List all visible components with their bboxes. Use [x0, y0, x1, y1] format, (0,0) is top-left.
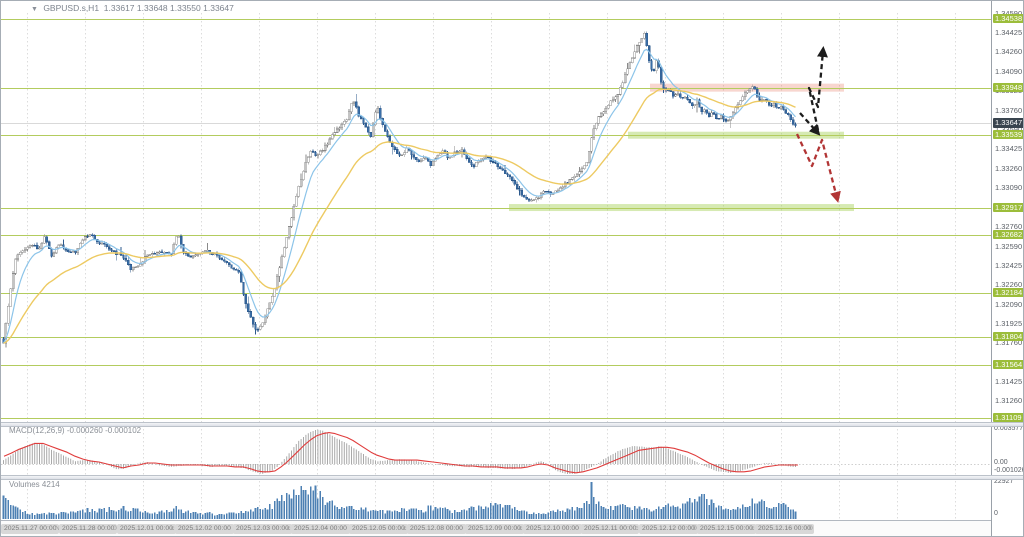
price-tick: 1.31425 [995, 377, 1023, 386]
price-tick: 1.34260 [995, 47, 1023, 56]
sr-zones [509, 83, 854, 212]
price-tick: 1.31925 [995, 319, 1023, 328]
date-label-fragment: 0 [693, 525, 697, 532]
date-label: 2025.11.27 00:00 [1, 524, 60, 534]
price-tick: 1.32590 [995, 242, 1023, 251]
price-tick: 1.33260 [995, 164, 1023, 173]
macd-value-2: -0.000102 [105, 426, 142, 435]
ohlc-open: 1.33617 [103, 3, 135, 13]
price-tick: 1.33590 [995, 125, 1022, 134]
date-label: 2025.12.11 00:00 [581, 524, 640, 534]
date-label: 2025.12.05 00:00 [349, 524, 408, 534]
symbol-period-label: GBPUSD.s,H1 [43, 3, 100, 13]
level-price-tag: 1.32917 [993, 203, 1023, 212]
level-price-tag: 1.31109 [993, 413, 1023, 422]
candles [2, 31, 797, 348]
level-price-tag: 1.31564 [993, 360, 1023, 369]
date-label: 2025.11.28 00:00 [59, 524, 118, 534]
date-label: 2025.12.10 00:00 [523, 524, 582, 534]
price-chart-canvas[interactable] [1, 1, 991, 537]
level-price-tag: 1.31804 [993, 332, 1023, 341]
date-label: 2025.12.15 00:00 [697, 524, 756, 534]
level-price-tag: 1.32184 [993, 288, 1023, 297]
chart-title: ▼ GBPUSD.s,H1 1.33617 1.33648 1.33550 1.… [31, 3, 234, 13]
volumes-indicator-label: Volumes 4214 [9, 480, 60, 489]
date-label: 2025.12.12 00:00 [639, 524, 698, 534]
macd-value-1: -0.000260 [66, 426, 103, 435]
date-label: 2025.12.04 00:00 [291, 524, 350, 534]
volumes-value: 4214 [41, 480, 60, 489]
ohlc-close: 1.33647 [203, 3, 234, 13]
price-tick: 1.34425 [995, 28, 1023, 37]
level-price-tag: 1.34538 [993, 14, 1023, 23]
panel-divider-macd[interactable] [1, 422, 1023, 427]
panel-divider-volumes[interactable] [1, 475, 1023, 480]
zone-support [509, 204, 854, 212]
current-price-tag: 1.33647 [993, 118, 1023, 128]
ohlc-low: 1.33550 [170, 3, 201, 13]
price-axis[interactable]: 1.345901.344251.342601.340901.339251.337… [991, 1, 1024, 536]
date-label: 2025.12.02 00:00 [175, 524, 234, 534]
bullish-scenario-arrow [807, 46, 828, 131]
price-tick: 1.32760 [995, 222, 1023, 231]
macd-axis-zero: 0.00 [994, 459, 1008, 466]
ma-slow-line [3, 88, 796, 344]
chart-dropdown-icon[interactable]: ▼ [31, 6, 38, 13]
zone-resistance [650, 83, 844, 92]
date-label-fragment: c [751, 525, 755, 532]
date-label: 2025.12.01 00:00 [117, 524, 176, 534]
forecast-arrows [795, 46, 841, 203]
price-tick: 1.33760 [995, 106, 1023, 115]
date-label-fragment: c [635, 525, 639, 532]
date-label: 2025.12.16 00:00 [755, 524, 814, 534]
date-label: 2025.12.08 00:00 [407, 524, 466, 534]
volume-axis-zero: 0 [994, 510, 998, 517]
bullish-scenario-arrow [799, 112, 821, 136]
time-axis[interactable]: 2025.11.27 00:00Nov2025.11.28 00:0002025… [1, 520, 991, 536]
macd-signal-line [3, 432, 798, 474]
volumes-name: Volumes [9, 480, 40, 489]
date-label-fragment: 0 [809, 525, 813, 532]
date-label-fragment: 0 [113, 525, 117, 532]
volume-histogram [2, 482, 797, 519]
macd-axis-max: 0.003577 [994, 425, 1024, 432]
macd-histogram [3, 429, 796, 474]
bearish-scenario-arrow [795, 133, 841, 203]
level-price-tag: 1.33948 [993, 83, 1023, 92]
ma-fast-line [2, 48, 796, 344]
level-lines [1, 19, 991, 419]
ohlc-high: 1.33648 [136, 3, 168, 13]
date-label: 2025.12.03 00:00 [233, 524, 292, 534]
date-label: 2025.12.09 00:00 [465, 524, 524, 534]
macd-indicator-label: MACD(12,26,9) -0.000260 -0.000102 [9, 426, 141, 435]
price-tick: 1.32090 [995, 300, 1023, 309]
level-price-tag: 1.32682 [993, 230, 1023, 239]
price-tick: 1.34090 [995, 67, 1023, 76]
price-tick: 1.33090 [995, 183, 1023, 192]
price-tick: 1.32260 [995, 280, 1023, 289]
volume-axis-max: 22927 [994, 478, 1014, 485]
price-tick: 1.34590 [995, 9, 1022, 18]
price-tick: 1.33425 [995, 144, 1023, 153]
macd-axis-min: -0.001026 [994, 467, 1024, 474]
price-tick: 1.31260 [995, 396, 1023, 405]
level-price-tag: 1.33539 [993, 130, 1023, 139]
grid-lines [27, 13, 956, 520]
price-tick: 1.32425 [995, 261, 1023, 270]
price-tick: 1.31760 [995, 338, 1023, 347]
macd-name: MACD(12,26,9) [9, 426, 65, 435]
